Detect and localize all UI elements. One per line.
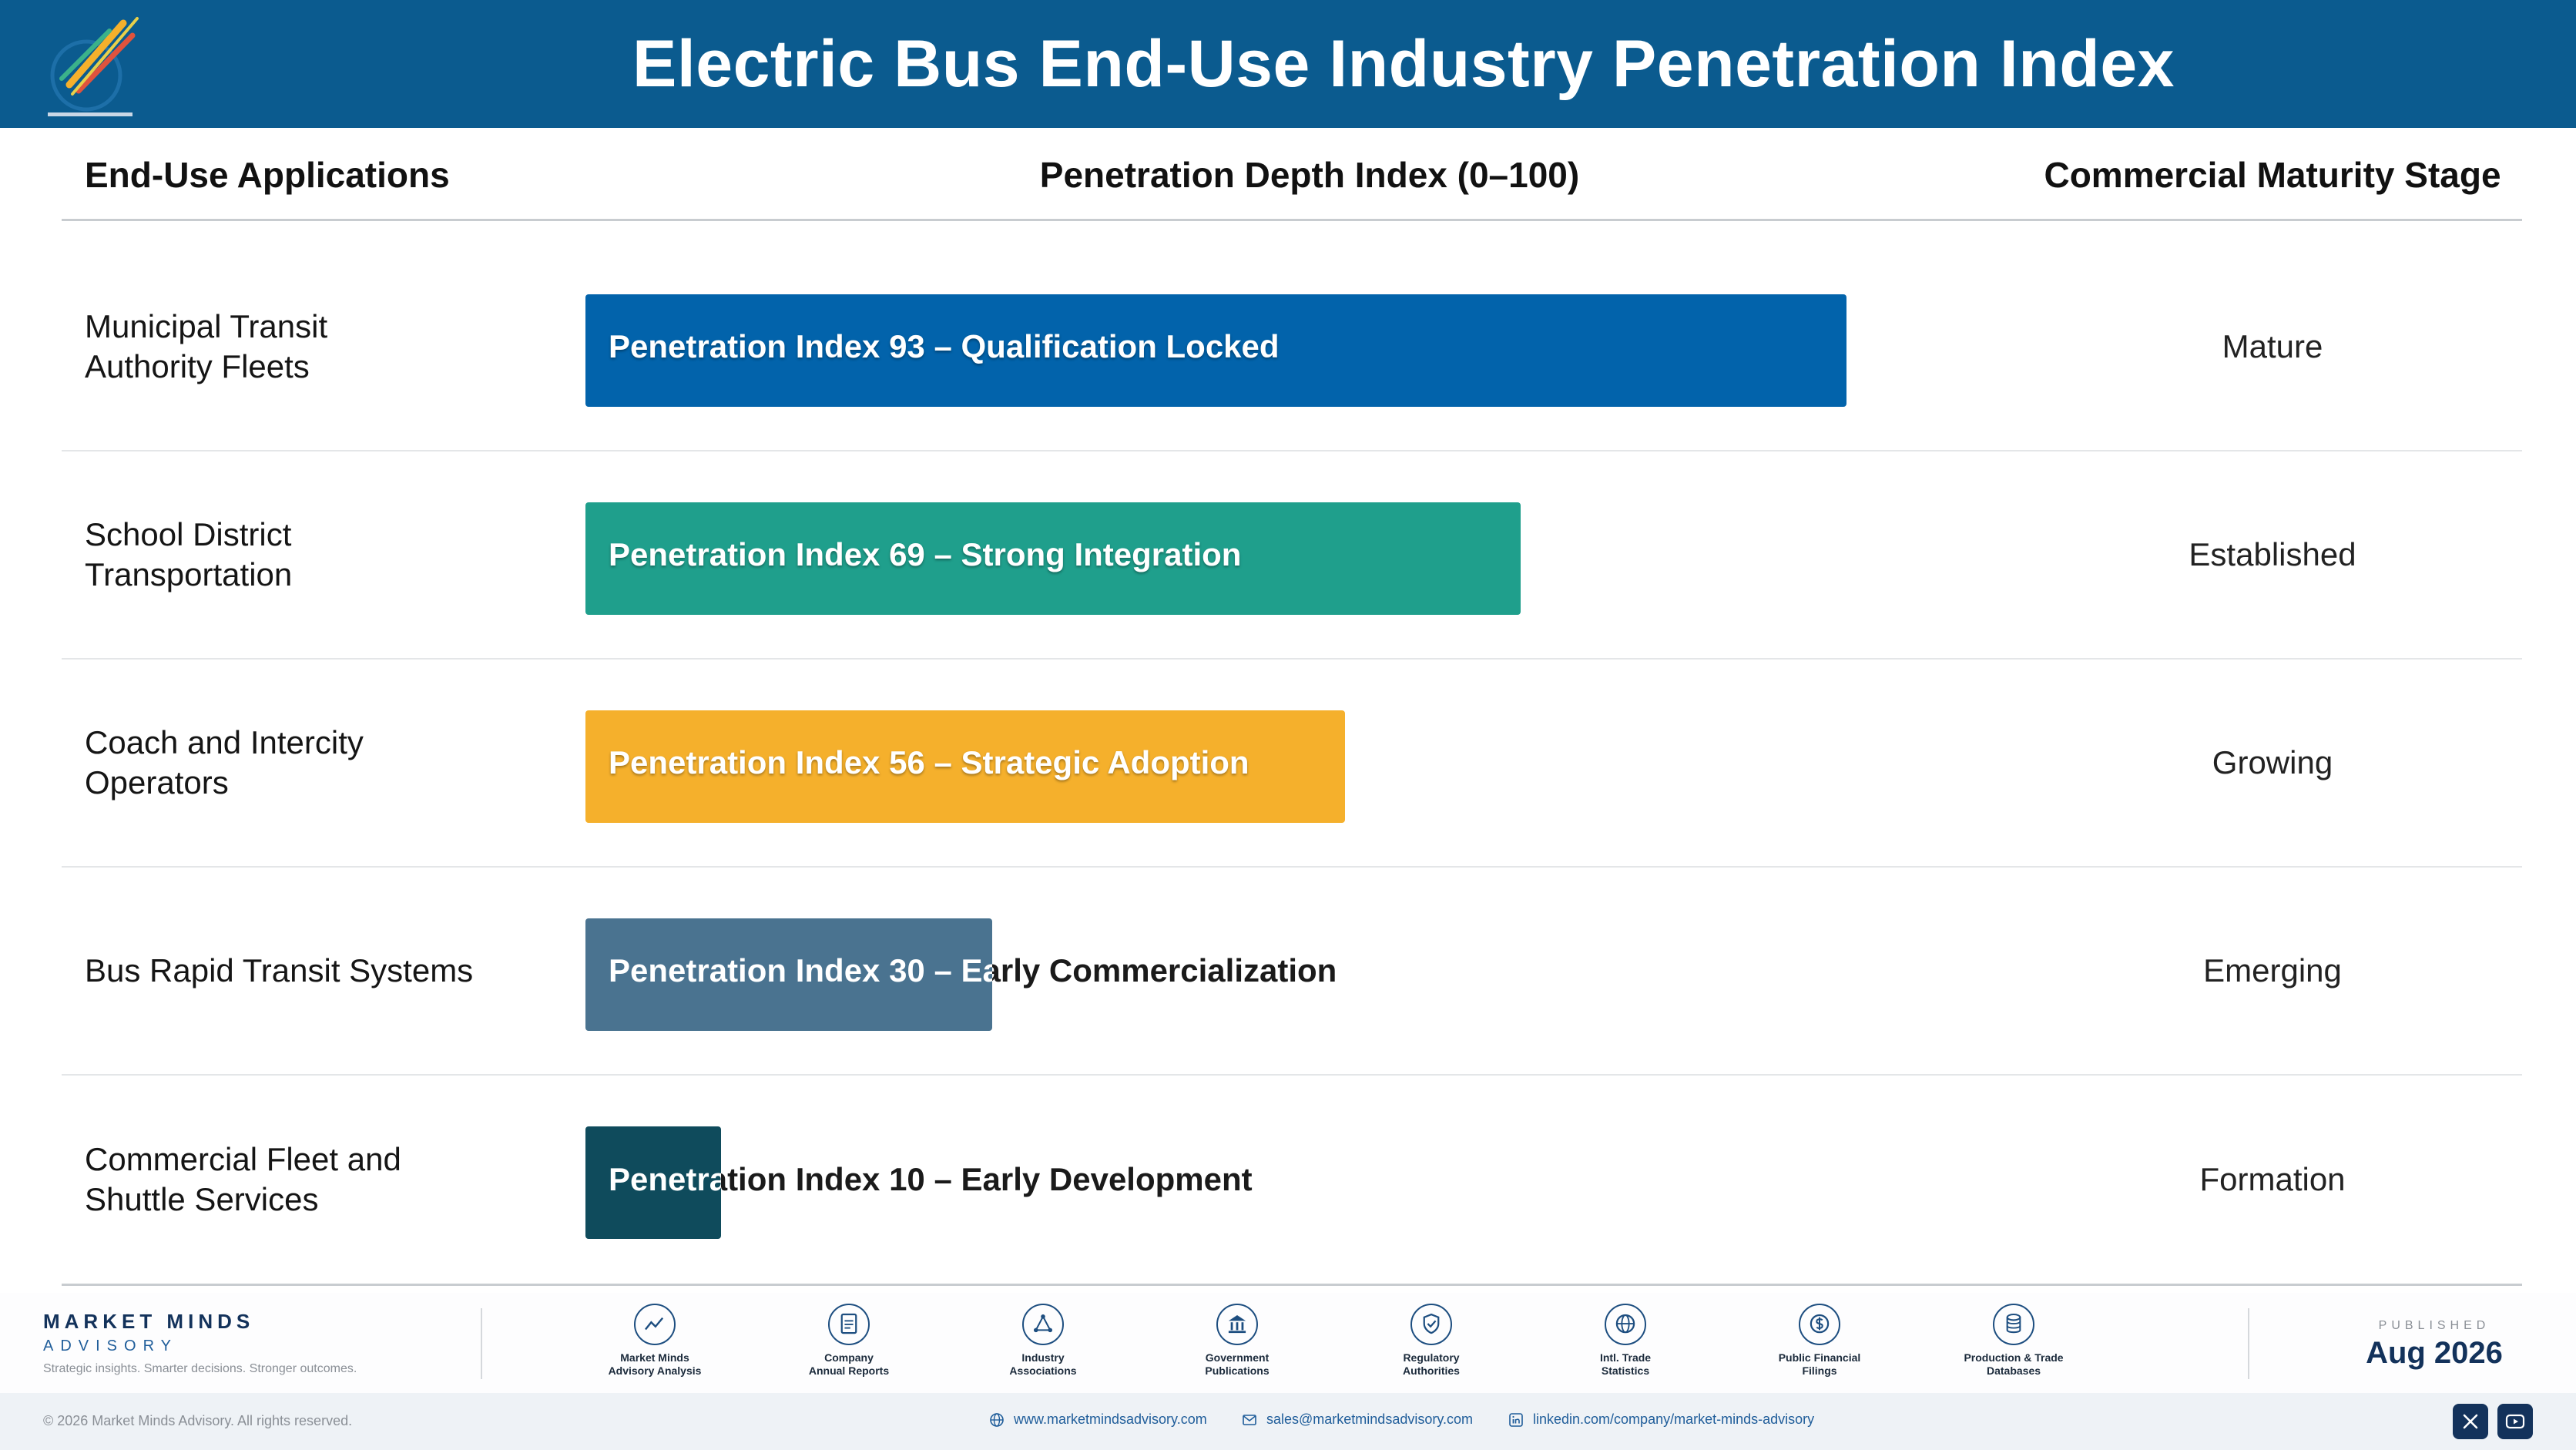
email-link[interactable]: sales@marketmindsadvisory.com xyxy=(1242,1411,1473,1428)
index-bar xyxy=(585,710,1345,823)
source-item: Market Minds Advisory Analysis xyxy=(570,1304,740,1378)
chart-row: Coach and Intercity Operators Penetration… xyxy=(62,660,2522,868)
source-label: Production & Trade Databases xyxy=(1964,1351,2064,1377)
youtube-icon xyxy=(2505,1414,2525,1429)
column-header-applications: End-Use Applications xyxy=(85,155,450,195)
index-bar xyxy=(585,918,992,1031)
source-item: Intl. Trade Statistics xyxy=(1541,1304,1710,1378)
index-bar xyxy=(585,294,1846,407)
source-label: Regulatory Authorities xyxy=(1403,1351,1460,1377)
chart-row: Municipal Transit Authority Fleets Penetr… xyxy=(62,243,2522,451)
sources-list: Market Minds Advisory Analysis Company An… xyxy=(585,1304,2126,1388)
shield-check-icon xyxy=(1410,1304,1452,1345)
maturity-stage-label: Growing xyxy=(2212,744,2333,780)
youtube-social-button[interactable] xyxy=(2497,1404,2533,1439)
source-label: Intl. Trade Statistics xyxy=(1599,1351,1652,1377)
source-label: Market Minds Advisory Analysis xyxy=(608,1351,702,1377)
brand-subtitle: ADVISORY xyxy=(43,1338,178,1354)
bar-data-label: Penetration Index 93 – Qualification Loc… xyxy=(609,328,1280,364)
header-divider xyxy=(62,219,2522,221)
source-label: Public Financial Filings xyxy=(1778,1351,1861,1377)
linkedin-link[interactable]: linkedin.com/company/market-minds-adviso… xyxy=(1508,1411,1814,1428)
brand-tagline: Strategic insights. Smarter decisions. S… xyxy=(43,1362,357,1375)
website-link[interactable]: www.marketmindsadvisory.com xyxy=(989,1411,1207,1428)
source-label: Government Publications xyxy=(1205,1351,1270,1377)
column-header-index: Penetration Depth Index (0–100) xyxy=(1039,155,1580,195)
maturity-stage-label: Formation xyxy=(2199,1161,2346,1197)
chart-bottom-divider xyxy=(62,1284,2522,1286)
category-label: Commercial Fleet and Shuttle Services xyxy=(85,1141,401,1217)
published-date: Aug 2026 xyxy=(2366,1336,2503,1370)
mail-icon xyxy=(1243,1414,1256,1425)
source-item: Industry Associations xyxy=(958,1304,1128,1378)
bar-data-label: Penetration Index 10 – Early Development xyxy=(609,1076,1253,1284)
network-icon xyxy=(1022,1304,1064,1345)
source-label: Industry Associations xyxy=(1009,1351,1077,1377)
category-label: Municipal Transit Authority Fleets xyxy=(85,308,328,384)
linkedin-text: linkedin.com/company/market-minds-adviso… xyxy=(1533,1411,1815,1427)
header-bar: Electric Bus End-Use Industry Penetratio… xyxy=(0,0,2576,128)
bar-data-label: Penetration Index 69 – Strong Integratio… xyxy=(609,536,1242,572)
footer-divider xyxy=(481,1308,482,1379)
source-item: Government Publications xyxy=(1152,1304,1322,1378)
source-label: Company Annual Reports xyxy=(808,1351,890,1377)
maturity-stage-label: Established xyxy=(2189,536,2356,572)
category-label: Bus Rapid Transit Systems xyxy=(85,952,474,988)
source-item: Production & Trade Databases xyxy=(1929,1304,2098,1378)
globe-icon xyxy=(1605,1304,1646,1345)
x-icon xyxy=(2463,1414,2478,1429)
market-minds-logo-icon xyxy=(48,17,139,116)
chart-row: Bus Rapid Transit Systems Penetration Ind… xyxy=(62,868,2522,1076)
maturity-stage-label: Mature xyxy=(2222,328,2323,364)
email-text: sales@marketmindsadvisory.com xyxy=(1266,1411,1474,1427)
chart-row: School District Transportation Penetratio… xyxy=(62,451,2522,660)
copyright-text: © 2026 Market Minds Advisory. All rights… xyxy=(43,1413,353,1428)
bar-data-label: Penetration Index 30 – Early Commerciali… xyxy=(609,868,1337,1074)
brand-name: MARKET MINDS xyxy=(43,1310,255,1333)
bar-data-label: Penetration Index 56 – Strategic Adoptio… xyxy=(609,744,1249,780)
category-label: School District Transportation xyxy=(85,516,293,592)
chart-row: Commercial Fleet and Shuttle Services Pen… xyxy=(62,1076,2522,1284)
linkedin-icon xyxy=(1509,1412,1523,1427)
source-item: Company Annual Reports xyxy=(764,1304,934,1378)
footer-bottom: © 2026 Market Minds Advisory. All rights… xyxy=(0,1393,2576,1450)
source-item: Public Financial Filings xyxy=(1735,1304,1904,1378)
index-bar xyxy=(585,1126,721,1239)
website-text: www.marketmindsadvisory.com xyxy=(1014,1411,1207,1427)
category-label: Coach and Intercity Operators xyxy=(85,724,364,801)
footer: MARKET MINDS ADVISORY Strategic insights… xyxy=(0,1293,2576,1450)
source-item: Regulatory Authorities xyxy=(1347,1304,1516,1378)
document-icon xyxy=(828,1304,870,1345)
dollar-coin-icon xyxy=(1799,1304,1840,1345)
government-building-icon xyxy=(1216,1304,1258,1345)
x-social-button[interactable] xyxy=(2453,1404,2488,1439)
index-bar xyxy=(585,502,1521,615)
database-icon xyxy=(1993,1304,2034,1345)
footer-top: MARKET MINDS ADVISORY Strategic insights… xyxy=(0,1293,2576,1393)
globe-icon xyxy=(990,1412,1004,1427)
published-label: PUBLISHED xyxy=(2378,1319,2490,1332)
page-title: Electric Bus End-Use Industry Penetratio… xyxy=(632,26,2175,101)
footer-divider xyxy=(2248,1308,2249,1379)
maturity-stage-label: Emerging xyxy=(2203,952,2342,988)
column-header-stage: Commercial Maturity Stage xyxy=(2044,155,2501,195)
trend-chart-icon xyxy=(634,1304,676,1345)
